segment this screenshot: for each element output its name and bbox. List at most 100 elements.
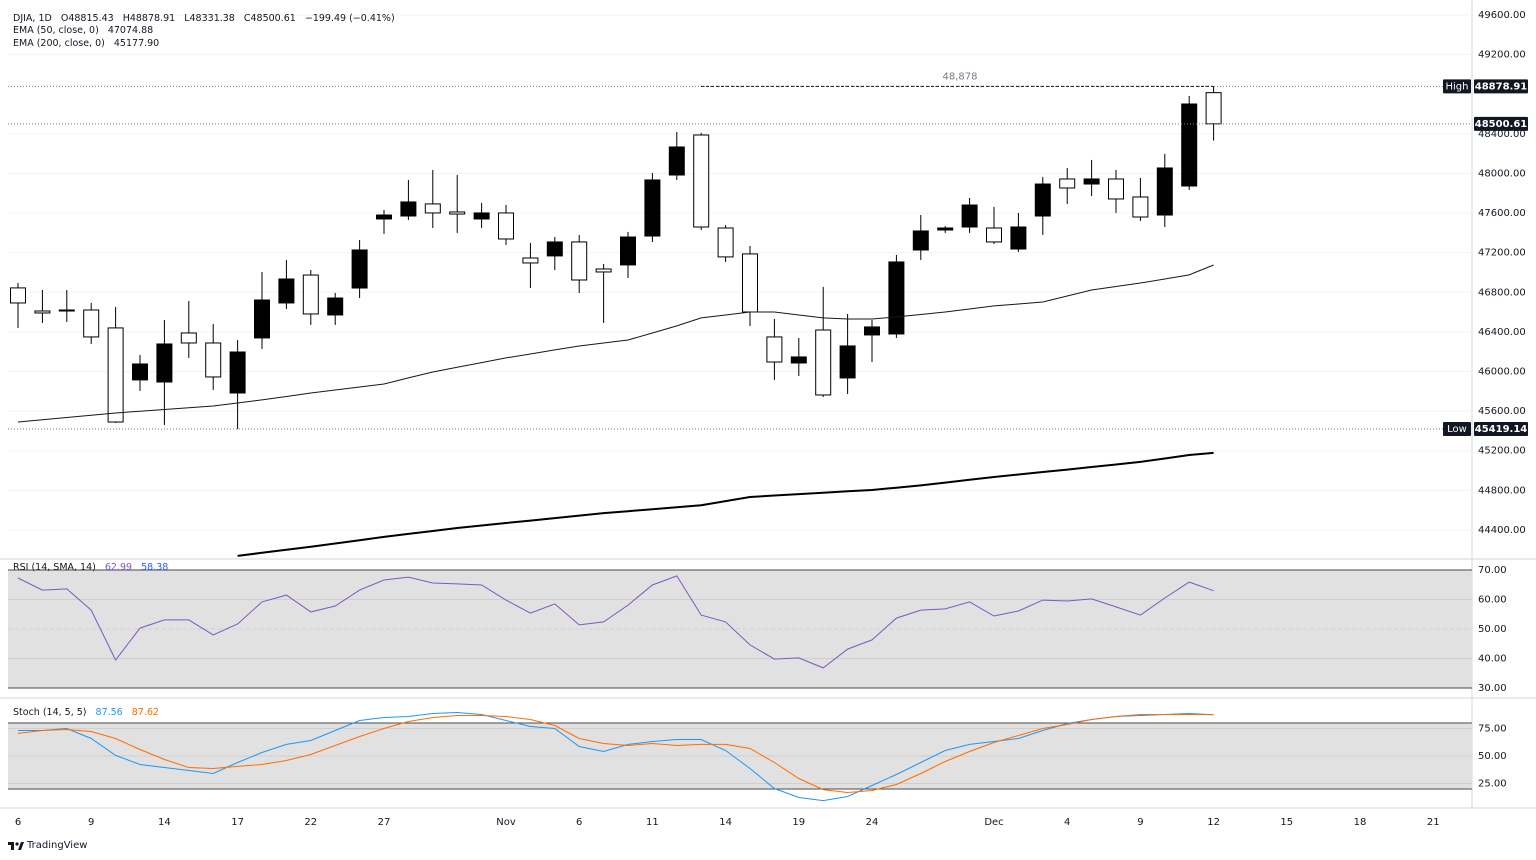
- ohlc-open: O48815.43: [60, 13, 114, 24]
- candle-body: [522, 257, 539, 264]
- candle-body: [473, 212, 490, 220]
- candle-body: [351, 249, 368, 289]
- candle-body: [1034, 183, 1051, 217]
- candle-body: [107, 327, 124, 423]
- rsi-title: RSI (14, SMA, 14): [13, 562, 96, 573]
- x-tick-label: 17: [231, 817, 244, 828]
- x-tick-label: 11: [646, 817, 659, 828]
- candle-body: [1059, 178, 1076, 189]
- price-badge-label: 48500.61: [1475, 119, 1528, 130]
- y-tick-label: 75.00: [1478, 723, 1507, 734]
- candle-body: [717, 227, 734, 258]
- price-badge-label: 48878.91: [1475, 81, 1528, 92]
- candle-body: [644, 179, 661, 237]
- y-tick-label: 30.00: [1478, 683, 1507, 694]
- candle-body: [766, 336, 783, 363]
- y-tick-label: 50.00: [1478, 624, 1507, 635]
- price-badge: [1474, 79, 1528, 94]
- x-tick-label: 19: [792, 817, 805, 828]
- logo: [8, 841, 24, 850]
- candle-body: [888, 261, 905, 335]
- x-tick-label: 14: [719, 817, 732, 828]
- candle-body: [83, 309, 100, 338]
- x-tick-label: Nov: [496, 817, 516, 828]
- x-tick-label: 24: [866, 817, 879, 828]
- candle-body: [790, 356, 807, 364]
- candle-body: [278, 278, 295, 304]
- candle-body: [986, 227, 1003, 243]
- change: −199.49 (−0.41%): [304, 13, 395, 24]
- x-tick-label: 22: [304, 817, 317, 828]
- ema200-legend: EMA (200, close, 0) 45177.90: [13, 38, 165, 50]
- rsi-ma-value: 58.38: [141, 562, 169, 573]
- candle-body: [1181, 103, 1198, 187]
- price-legend: DJIA, 1D O48815.43 H48878.91 L48331.38 C…: [13, 13, 401, 25]
- y-tick-label: 50.00: [1478, 751, 1507, 762]
- price-badge-label: 45419.14: [1475, 424, 1528, 435]
- candle-body: [620, 236, 637, 266]
- candle-body: [205, 342, 222, 378]
- candle-body: [742, 253, 759, 313]
- ema-value: 45177.90: [113, 38, 160, 49]
- y-tick-label: 25.00: [1478, 779, 1507, 790]
- candle-body: [1205, 92, 1222, 125]
- candle-body: [254, 299, 271, 339]
- x-tick-label: 12: [1207, 817, 1220, 828]
- candle-body: [1108, 178, 1125, 200]
- candle-body: [912, 230, 929, 251]
- candle-body: [376, 214, 393, 220]
- candle-body: [327, 297, 344, 316]
- y-tick-label: 47600.00: [1478, 208, 1526, 219]
- candle-body: [10, 287, 27, 304]
- candle-body: [449, 211, 466, 215]
- ohlc-high: H48878.91: [122, 13, 176, 24]
- price-tag: [1443, 422, 1471, 437]
- x-tick-label: 14: [158, 817, 171, 828]
- candle-body: [498, 212, 515, 240]
- ema50-legend: EMA (50, close, 0) 47074.88: [13, 25, 159, 37]
- candle-body: [180, 332, 197, 344]
- stoch-legend: Stoch (14, 5, 5) 87.56 87.62: [13, 707, 165, 719]
- y-tick-label: 44800.00: [1478, 485, 1526, 496]
- y-tick-label: 48400.00: [1478, 129, 1526, 140]
- candle-body: [961, 204, 978, 228]
- y-tick-label: 48000.00: [1478, 168, 1526, 179]
- y-tick-label: 60.00: [1478, 595, 1507, 606]
- x-tick-label: 4: [1064, 817, 1070, 828]
- candle-body: [400, 201, 417, 217]
- price-tag: [1443, 79, 1471, 94]
- footer: TradingView: [8, 840, 87, 851]
- annotation: 48,878: [943, 71, 978, 82]
- candle-body: [937, 227, 954, 231]
- brand: TradingView: [27, 840, 88, 851]
- price-tag-label: Low: [1447, 424, 1467, 435]
- ema-name: EMA (200, close, 0): [13, 38, 105, 49]
- ema-name: EMA (50, close, 0): [13, 25, 99, 36]
- candle-body: [424, 203, 441, 214]
- y-tick-label: 70.00: [1478, 565, 1507, 576]
- candle-body: [34, 310, 51, 314]
- indicator-line: [17, 264, 1214, 423]
- y-tick-label: 45600.00: [1478, 406, 1526, 417]
- candle-body: [302, 274, 319, 315]
- price-tag-label: High: [1446, 81, 1469, 92]
- candle-body: [132, 363, 149, 381]
- ohlc-low: L48331.38: [184, 13, 235, 24]
- y-tick-label: 45200.00: [1478, 446, 1526, 457]
- candle-body: [595, 268, 612, 273]
- candle-body: [1132, 196, 1149, 218]
- candle-body: [693, 134, 710, 228]
- x-tick-label: 9: [88, 817, 94, 828]
- x-tick-label: 15: [1280, 817, 1293, 828]
- candle-body: [668, 146, 685, 176]
- candle-body: [546, 241, 563, 257]
- candle-body: [571, 241, 588, 281]
- ema-value: 47074.88: [107, 25, 154, 36]
- symbol: DJIA, 1D: [13, 13, 52, 24]
- x-tick-label: 9: [1137, 817, 1143, 828]
- candle-body: [839, 345, 856, 379]
- rsi-legend: RSI (14, SMA, 14) 62.99 58.38: [13, 562, 174, 574]
